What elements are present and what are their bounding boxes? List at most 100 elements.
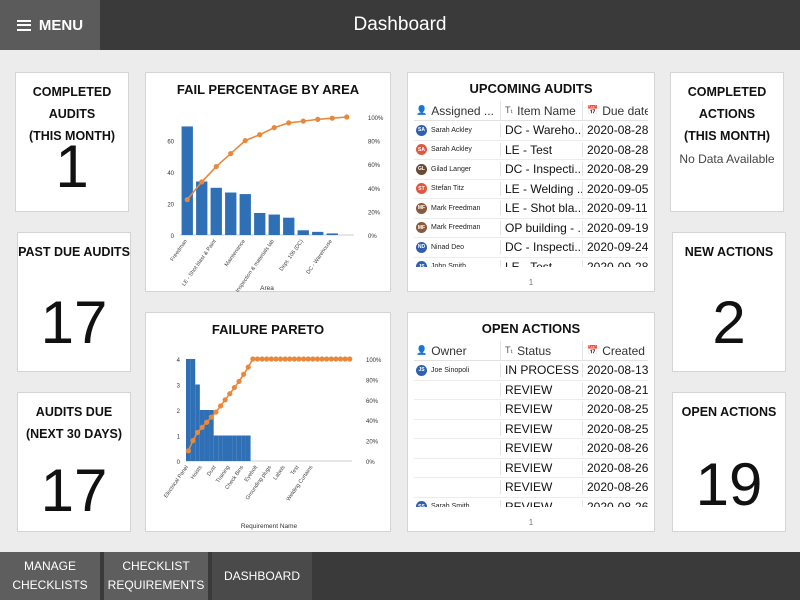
created-cell: 2020-08-25 1... <box>582 421 648 436</box>
person-icon: 👤 <box>416 345 428 355</box>
bar <box>181 126 193 235</box>
user-name: Sarah Smith <box>431 503 470 507</box>
status-cell: REVIEW <box>500 441 582 456</box>
kpi-value: 17 <box>40 457 108 524</box>
line-point <box>208 414 214 420</box>
bar <box>283 217 295 235</box>
column-header-item-name[interactable]: Tₜ Item Name <box>500 101 582 121</box>
completed-audits-card[interactable]: COMPLETED AUDITS (THIS MONTH) 1 <box>15 72 129 212</box>
kpi-title: OPEN ACTIONS <box>681 405 777 419</box>
line-point <box>242 138 248 144</box>
y2-tick-label: 40% <box>368 187 381 193</box>
table-row[interactable]: ST Stefan Titz LE - Welding ... 2020-09-05 … <box>414 180 648 199</box>
upcoming-audits-table: 👤 Assigned ... Tₜ Item Name 📅 Due date SA Sa… <box>414 101 648 267</box>
y2-tick-label: 0% <box>366 460 375 466</box>
line-point <box>342 356 348 362</box>
owner-cell: GL Gilad Langer <box>414 163 500 175</box>
column-header-assigned[interactable]: 👤 Assigned ... <box>416 103 494 118</box>
avatar: SS <box>416 501 427 507</box>
item-cell: LE - Shot bla... <box>500 201 582 216</box>
line-point <box>228 150 234 157</box>
kpi-value: 2 <box>712 289 746 356</box>
y-tick-label: 0 <box>171 234 175 240</box>
created-cell: 2020-08-26 1... <box>582 460 648 475</box>
text-type-icon: Tₜ <box>505 105 514 115</box>
x-axis-title: Requirement Name <box>241 523 298 530</box>
open-actions-card[interactable]: OPEN ACTIONS 19 <box>672 392 786 532</box>
x-tick-label: Electrical Panel <box>163 465 190 500</box>
nav-checklist-requirements[interactable]: CHECKLIST REQUIREMENTS <box>104 552 208 600</box>
y2-tick-label: 60% <box>366 399 379 405</box>
line-point <box>236 378 242 385</box>
menu-button[interactable]: MENU <box>0 0 100 50</box>
owner-cell: MF Mark Freedman <box>414 202 500 214</box>
line-point <box>199 179 205 185</box>
line-point <box>259 356 265 362</box>
column-header-created[interactable]: 📅 Created <box>582 341 648 361</box>
x-axis-title: Area <box>260 285 274 292</box>
bar <box>204 410 210 461</box>
table-row[interactable]: MF Mark Freedman OP building - ... 2020-09-… <box>414 219 648 238</box>
pagination[interactable]: 1 <box>528 518 534 527</box>
table-row[interactable]: ND Ninad Deo DC - Inspecti...2020-09-24 0.… <box>414 238 648 258</box>
bar <box>232 435 237 461</box>
nav-dashboard[interactable]: DASHBOARD <box>212 552 312 600</box>
created-cell: 2020-08-26 1... <box>582 441 648 456</box>
person-icon: 👤 <box>416 105 428 115</box>
avatar: GL <box>416 163 427 175</box>
due-cell: 2020-09-24 0... <box>582 240 648 255</box>
bar <box>254 212 266 235</box>
column-header-owner[interactable]: 👤 Owner <box>416 343 467 358</box>
avatar: ST <box>416 183 427 195</box>
line-point <box>245 364 251 370</box>
status-cell: REVIEW <box>500 480 582 495</box>
column-header-due-date[interactable]: 📅 Due date <box>582 101 648 121</box>
x-tick-label: DC - Warehouse <box>306 239 334 276</box>
line-point <box>250 356 256 362</box>
audits-due-card[interactable]: AUDITS DUE (NEXT 30 DAYS) 17 <box>17 392 131 532</box>
completed-actions-card[interactable]: COMPLETED ACTIONS (THIS MONTH) No Data A… <box>670 72 784 212</box>
table-row[interactable]: MF Mark Freedman LE - Shot bla... 2020-09-1… <box>414 199 648 219</box>
avatar: SA <box>416 124 427 136</box>
kpi-title: NEW ACTIONS <box>684 245 774 259</box>
owner-cell: JS Joe Sinopoli <box>414 364 500 376</box>
top-bar: MENU Dashboard <box>0 0 800 50</box>
y2-tick-label: 80% <box>366 378 379 384</box>
status-cell: REVIEW <box>500 421 582 436</box>
column-header-status[interactable]: Tₜ Status <box>500 341 582 361</box>
nav-manage-checklists[interactable]: MANAGE CHECKLISTS <box>0 552 100 600</box>
past-due-audits-card[interactable]: PAST DUE AUDITS 17 <box>17 232 131 372</box>
y-tick-label: 2 <box>177 409 181 415</box>
failure-pareto-chart-card[interactable]: FAILURE PARETO 0 1 2 3 4 0% 20% 40% 60% 80% 100% El… <box>145 312 391 532</box>
table-row[interactable]: GL Gilad Langer DC - Inspecti... 2020-08-29… <box>414 160 648 180</box>
line-point <box>287 356 293 362</box>
x-tick-label: Dept. 106 (DC) <box>279 239 305 273</box>
y2-tick-label: 20% <box>368 210 381 216</box>
line-point <box>319 356 325 362</box>
line-point <box>231 384 238 391</box>
fail-percentage-chart-card[interactable]: FAIL PERCENTAGE BY AREA 0 20 40 60 0% 20% 40% 6… <box>145 72 391 293</box>
chart-title: FAIL PERCENTAGE BY AREA <box>176 82 360 97</box>
kpi-title: PAST DUE AUDITS <box>18 245 130 259</box>
kpi-subtitle: (THIS MONTH) <box>28 129 116 143</box>
pagination[interactable]: 1 <box>528 278 534 287</box>
bar <box>312 231 324 235</box>
avatar: JS <box>416 261 427 267</box>
item-cell: LE - Test <box>500 259 582 267</box>
line-point <box>329 115 335 121</box>
due-cell: 2020-08-29 0... <box>582 162 648 177</box>
bar <box>268 214 280 235</box>
new-actions-card[interactable]: NEW ACTIONS 2 <box>672 232 786 372</box>
table-row[interactable]: SA Sarah Ackley DC - Wareho...2020-08-28 0… <box>414 121 648 141</box>
